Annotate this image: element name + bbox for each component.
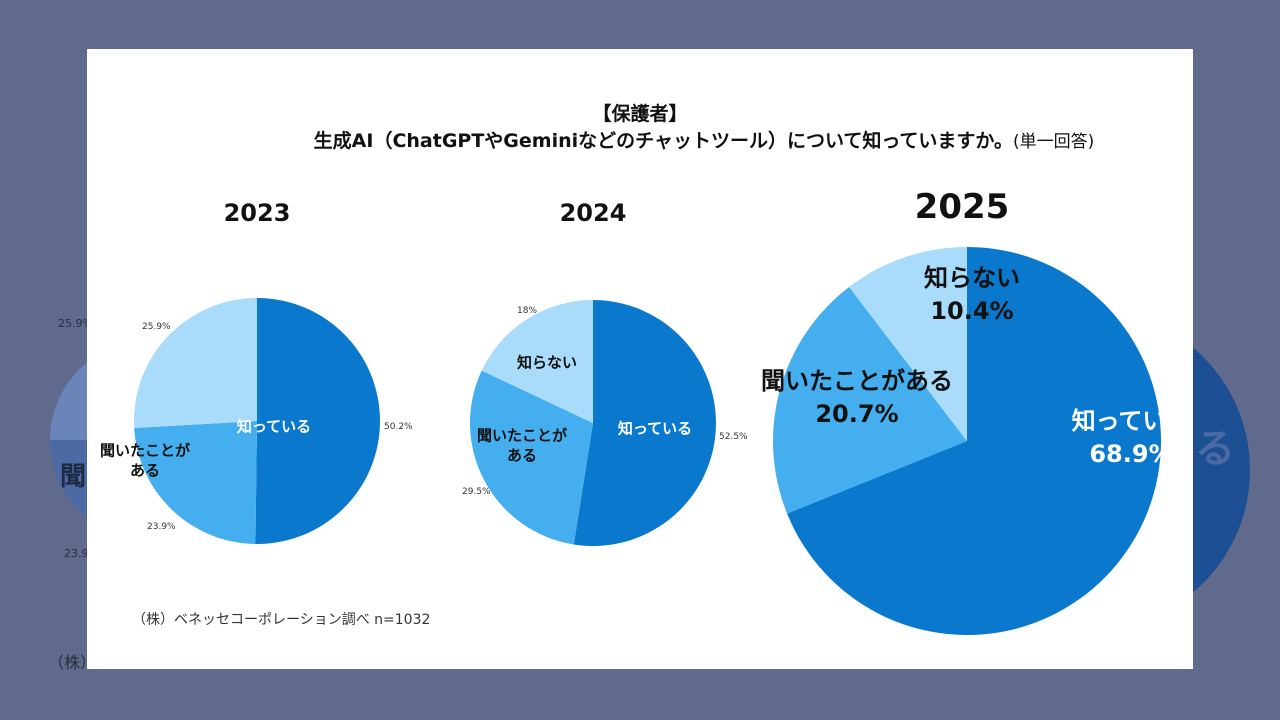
pie-slice-2024-heard <box>470 370 593 545</box>
source-note: （株）ベネッセコーポレーション調べ n=1032 <box>132 612 431 628</box>
value-label-2024-dont-know: 18% <box>517 306 537 316</box>
pie-slice-2024-dont-know <box>481 300 593 423</box>
pie-chart-2025 <box>773 247 1162 635</box>
pie-slice-2023-dont-know <box>134 298 257 428</box>
year-2023-label: 2023 <box>223 199 291 227</box>
pie-slice-2025-heard <box>773 286 967 514</box>
year-2024-label: 2024 <box>559 199 627 227</box>
pie-chart-2024 <box>470 300 716 546</box>
pie-slice-2023-know <box>255 298 381 544</box>
chart-title-line2: 生成AI（ChatGPTやGeminiなどのチャットツール）について知っています… <box>151 128 1257 155</box>
year-2025-label: 2025 <box>914 187 1010 227</box>
value-label-2023-know: 50.2% <box>384 422 413 432</box>
pie-slice-2025-dont-know <box>849 247 967 441</box>
background-pct-left-bottom: 23.9 <box>64 547 89 560</box>
value-label-2023-dont-know: 25.9% <box>142 322 171 332</box>
background-label-left: 聞 <box>60 462 86 492</box>
value-label-2023-heard: 23.9% <box>147 522 176 532</box>
background-label-right: る <box>1195 426 1235 472</box>
slice-label-2025-know: 知っている 68.9% <box>1072 407 1191 468</box>
slice-label-2023-know: 知っている <box>237 417 311 435</box>
background-note: （株） <box>48 653 96 672</box>
pie-slice-2025-know <box>787 247 1162 635</box>
value-label-2024-heard: 29.5% <box>462 487 491 497</box>
slice-label-2025-dont-know: 知らない 10.4% <box>924 264 1020 325</box>
slice-label-2024-know: 知っている <box>618 419 692 437</box>
chart-card: 【保護者】 生成AI（ChatGPTやGeminiなどのチャットツール）について… <box>87 49 1193 669</box>
pie-slice-2023-heard <box>134 421 257 544</box>
slice-label-2024-heard: 聞いたことがある <box>477 426 568 464</box>
slice-label-2025-heard: 聞いたことがある 20.7% <box>761 367 953 428</box>
pie-charts: 知っている聞いたことがある知らない50.2%23.9%25.9%知っている聞いた… <box>100 247 1191 635</box>
pie-chart-2023 <box>134 298 381 544</box>
value-label-2024-know: 52.5% <box>719 432 748 442</box>
chart-title-sub: (単一回答) <box>1013 132 1095 152</box>
background-pct-left-top: 25.9% <box>58 317 93 330</box>
chart-title-line1: 【保護者】 <box>592 103 688 125</box>
slice-label-2024-dont-know: 知らない <box>517 353 577 371</box>
chart-title-main: 生成AI（ChatGPTやGeminiなどのチャットツール）について知っています… <box>313 130 1014 152</box>
slice-label-2023-heard: 聞いたことがある <box>100 441 191 479</box>
pie-slice-2024-know <box>573 300 716 546</box>
